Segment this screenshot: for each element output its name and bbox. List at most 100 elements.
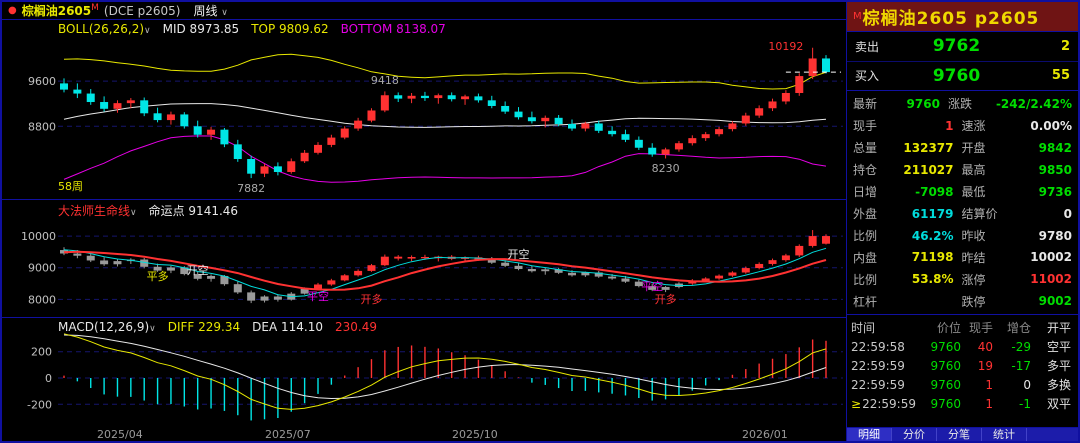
chevron-down-icon: ∨ (144, 26, 151, 36)
stat-label: 昨结 (962, 249, 1010, 266)
tab-分笔[interactable]: 分笔 (937, 428, 982, 441)
svg-text:开多: 开多 (655, 292, 677, 306)
svg-text:开空: 开空 (508, 247, 530, 261)
market-flag: M (853, 11, 862, 22)
quote-stat-row: 杠杆跌停9002 (847, 290, 1078, 312)
stat-value: 9842 (1010, 141, 1073, 155)
stat-value: 9780 (1010, 229, 1073, 243)
contract-title: 棕榈油2605M (22, 2, 99, 19)
tick-table: 时间 价位 现手 增仓 开平 22:59:58976040-29空平22:59:… (847, 315, 1078, 427)
detail-tabs: 明细分价分笔统计 (847, 427, 1078, 441)
stat-label: 涨跌 (948, 95, 996, 112)
time-axis: 2025/04 2025/07 2025/10 2026/01 (2, 428, 846, 441)
chart-area: ● 棕榈油2605M (DCE p2605) 周线 ∨ BOLL(26,26,2… (2, 2, 847, 441)
stat-label: 涨停 (962, 271, 1010, 288)
quote-stat-row: 总量132377开盘9842 (847, 137, 1078, 159)
quote-stats: 最新9760涨跌-242/2.42%现手1速涨0.00%总量132377开盘98… (847, 91, 1078, 315)
stat-value: 9760 (891, 97, 940, 111)
ask-price[interactable]: 9762 (895, 36, 1018, 56)
stat-value: 53.8% (891, 272, 954, 286)
stat-label: 比例 (853, 227, 891, 244)
tick-row: 22:59:58976040-29空平 (847, 337, 1078, 356)
latest-tick-marker: ≥ (851, 397, 861, 411)
boll-indicator-label[interactable]: BOLL(26,26,2)∨ MID 8973.85 TOP 9809.62 B… (58, 22, 446, 36)
stat-value: -7098 (891, 185, 954, 199)
period-selector[interactable]: 周线 ∨ (193, 2, 227, 19)
stat-label: 总量 (853, 139, 891, 156)
ask-row[interactable]: 卖出 9762 2 (847, 32, 1078, 61)
stat-value: 11002 (1010, 272, 1073, 286)
candlestick-chart-canvas[interactable]: 9600880058周94187882823010192 (2, 20, 846, 200)
svg-text:0: 0 (45, 372, 52, 385)
bid-label: 买入 (855, 67, 895, 84)
svg-text:平空: 平空 (641, 279, 663, 293)
stat-label: 结算价 (962, 205, 1010, 222)
lifeline-panel: 大法师生命线∨ 命运点 9141.46 1000090008000平多开空平空开… (2, 200, 846, 318)
tick-table-header: 时间 价位 现手 增仓 开平 (847, 317, 1078, 337)
bid-price[interactable]: 9760 (895, 66, 1018, 86)
exchange-code: (DCE p2605) (104, 4, 181, 18)
trading-terminal-window: ● 棕榈油2605M (DCE p2605) 周线 ∨ BOLL(26,26,2… (0, 0, 1080, 443)
quote-panel: M 棕榈油2605 p2605 卖出 9762 2 买入 9760 55 最新9… (847, 2, 1078, 441)
lifeline-indicator-label[interactable]: 大法师生命线∨ 命运点 9141.46 (58, 202, 238, 219)
stat-label: 速涨 (962, 117, 1010, 134)
bid-row[interactable]: 买入 9760 55 (847, 61, 1078, 90)
svg-text:8800: 8800 (28, 120, 56, 133)
stat-label: 外盘 (853, 205, 891, 222)
stat-label: 比例 (853, 271, 891, 288)
stat-label: 最低 (962, 183, 1010, 200)
macd-panel: MACD(12,26,9)∨ DIFF 229.34 DEA 114.10 23… (2, 318, 846, 428)
stat-label: 最高 (962, 161, 1010, 178)
date-label: 2025/10 (452, 428, 498, 441)
stat-label: 持仓 (853, 161, 891, 178)
svg-text:10192: 10192 (768, 40, 803, 53)
date-label: 2025/07 (265, 428, 311, 441)
quote-stat-row: 日增-7098最低9736 (847, 181, 1078, 203)
macd-indicator-label[interactable]: MACD(12,26,9)∨ DIFF 229.34 DEA 114.10 23… (58, 320, 377, 334)
svg-text:开多: 开多 (360, 292, 382, 306)
svg-text:平多: 平多 (147, 269, 169, 283)
stat-value: 9736 (1010, 185, 1073, 199)
svg-text:8230: 8230 (652, 162, 680, 175)
tick-row: ≥22:59:5997601-1双平 (847, 394, 1078, 413)
stat-value: 0 (1010, 207, 1073, 221)
status-dot-icon: ● (8, 5, 17, 16)
stat-label: 现手 (853, 117, 891, 134)
bid-ask-block: 卖出 9762 2 买入 9760 55 (847, 32, 1078, 91)
quote-stat-row: 现手1 速涨0.00% (847, 115, 1078, 137)
stat-value: 9850 (1010, 163, 1073, 177)
svg-text:9000: 9000 (28, 262, 56, 275)
chevron-down-icon: ∨ (149, 324, 156, 334)
tick-row: 22:59:59976019-17多平 (847, 356, 1078, 375)
chevron-down-icon: ∨ (130, 208, 137, 218)
date-label: 2025/04 (97, 428, 143, 441)
price-panel: BOLL(26,26,2)∨ MID 8973.85 TOP 9809.62 B… (2, 20, 846, 200)
macd-chart-canvas[interactable]: 2000-200 (2, 318, 846, 428)
stat-label: 跌停 (962, 293, 1010, 310)
quote-stat-row: 最新9760涨跌-242/2.42% (847, 93, 1078, 115)
quote-header: M 棕榈油2605 p2605 (847, 2, 1078, 32)
stat-value: 1 (891, 119, 954, 133)
svg-text:平空: 平空 (307, 289, 329, 303)
stat-value: 132377 (891, 141, 954, 155)
ask-label: 卖出 (855, 38, 895, 55)
tab-明细[interactable]: 明细 (847, 428, 892, 441)
date-label: 2026/01 (742, 428, 788, 441)
quote-contract-name: 棕榈油2605 p2605 (863, 4, 1040, 29)
svg-text:开空: 开空 (187, 263, 209, 277)
bid-quantity: 55 (1018, 68, 1070, 83)
svg-text:10000: 10000 (21, 230, 56, 243)
tab-统计[interactable]: 统计 (982, 428, 1027, 441)
svg-text:9600: 9600 (28, 75, 56, 88)
ask-quantity: 2 (1018, 39, 1070, 54)
quote-stat-row: 持仓211027最高9850 (847, 159, 1078, 181)
stat-value: 9002 (1010, 294, 1073, 308)
tick-row: 22:59:59976010多换 (847, 375, 1078, 394)
svg-text:200: 200 (31, 346, 52, 359)
stat-value: 0.00% (1010, 119, 1073, 133)
svg-text:7882: 7882 (237, 182, 265, 195)
stat-value: 61179 (891, 207, 954, 221)
chevron-down-icon: ∨ (221, 8, 228, 18)
svg-text:8000: 8000 (28, 293, 56, 306)
tab-分价[interactable]: 分价 (892, 428, 937, 441)
